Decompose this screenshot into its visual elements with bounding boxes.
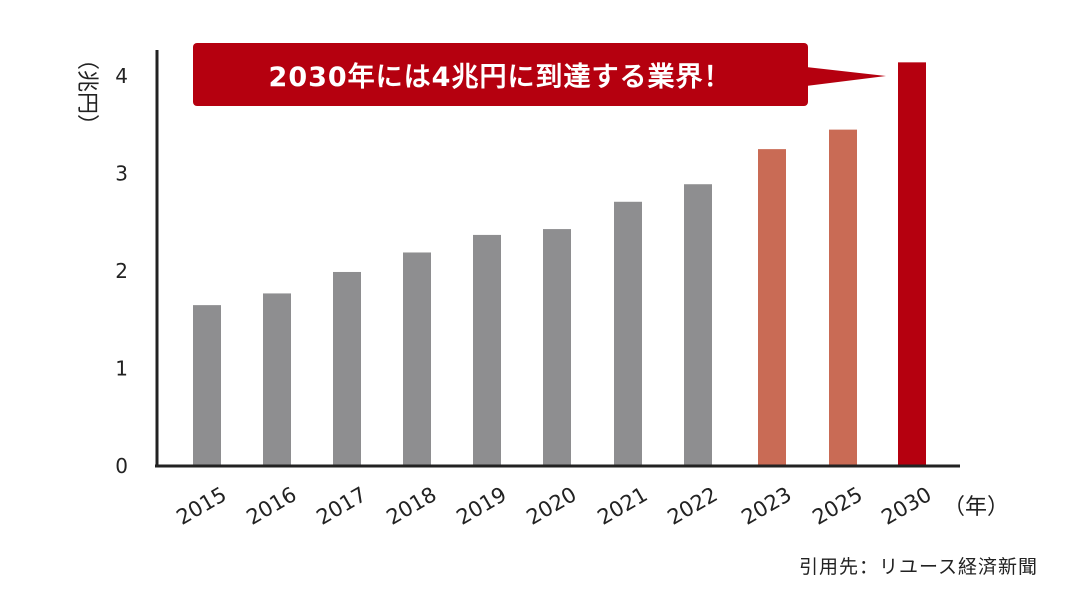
- bar-2025: [829, 129, 857, 466]
- y-tick-label: 2: [115, 259, 128, 283]
- x-tick-label: 2021: [593, 482, 651, 530]
- x-tick-label: 2020: [522, 482, 580, 530]
- callout-box: [193, 43, 808, 106]
- x-tick-label: 2019: [452, 482, 510, 530]
- bar-2023: [758, 149, 786, 466]
- bar-2015: [193, 305, 221, 466]
- x-tick-label: 2015: [172, 482, 230, 530]
- y-tick-label: 1: [115, 357, 128, 381]
- callout-text: 2030年には4兆円に到達する業界！: [269, 61, 732, 93]
- bar-2021: [614, 201, 642, 466]
- source-citation: 引用先：リユース経済新聞: [798, 556, 1038, 578]
- x-tick-label: 2025: [808, 482, 866, 530]
- bar-2016: [263, 293, 291, 466]
- bar-2030: [898, 62, 926, 466]
- bar-2017: [333, 271, 361, 466]
- x-tick-label: 2022: [663, 482, 721, 530]
- bar-2020: [543, 229, 571, 466]
- x-tick-label: 2023: [737, 482, 795, 530]
- bar-2018: [403, 252, 431, 466]
- x-axis-unit-label: （年）: [943, 495, 1009, 520]
- y-ticks-group: 0 1 2 3 4: [115, 64, 128, 478]
- x-tick-label: 2016: [242, 482, 300, 530]
- x-tick-label: 2017: [312, 482, 370, 530]
- callout-pointer: [806, 67, 886, 86]
- x-tick-label: 2030: [877, 482, 935, 530]
- y-tick-label: 4: [115, 64, 128, 88]
- x-tick-label: 2018: [382, 482, 440, 530]
- bars-group: [193, 62, 926, 466]
- x-ticks-group: 2015 2016 2017 2018 2019 2020 2021 2022 2023 2025…: [172, 482, 935, 530]
- y-tick-label: 3: [115, 162, 128, 186]
- y-tick-label: 0: [115, 454, 128, 478]
- y-axis-unit-label: （兆円）: [74, 48, 99, 136]
- bar-2022: [684, 184, 712, 466]
- callout-annotation: 2030年には4兆円に到達する業界！: [193, 43, 886, 106]
- bar-2019: [473, 234, 501, 466]
